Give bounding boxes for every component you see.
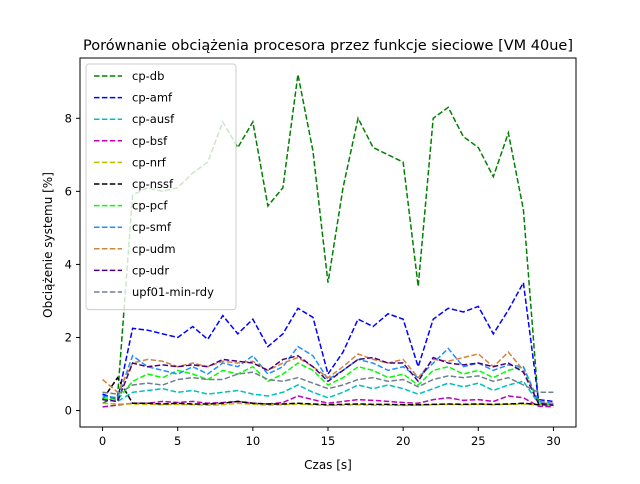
legend-label-cp-nssf: cp-nssf [132, 177, 174, 191]
series-line-upf01-min-rdy [102, 371, 554, 395]
legend-label-cp-udm: cp-udm [132, 242, 176, 256]
y-tick-label: 6 [65, 184, 72, 198]
x-tick-label: 15 [321, 434, 336, 448]
series-line-cp-smf [102, 345, 554, 404]
chart-title: Porównanie obciążenia procesora przez fu… [83, 38, 573, 54]
legend-label-cp-udr: cp-udr [132, 263, 169, 277]
y-tick-label: 4 [65, 257, 72, 271]
legend-label-cp-amf: cp-amf [132, 91, 173, 105]
x-tick-label: 5 [174, 434, 181, 448]
legend-label-cp-db: cp-db [132, 69, 164, 83]
series-line-cp-nrf [102, 402, 554, 407]
y-tick-label: 2 [65, 330, 72, 344]
series-line-cp-bsf [102, 395, 554, 408]
x-axis-label: Czas [s] [304, 458, 352, 472]
x-tick-label: 10 [246, 434, 261, 448]
legend-label-cp-pcf: cp-pcf [132, 199, 168, 213]
series-line-cp-amf [102, 280, 554, 403]
y-tick-label: 8 [65, 111, 72, 125]
legend-box [85, 63, 237, 311]
series-line-cp-pcf [102, 362, 554, 406]
plot-area [79, 57, 577, 428]
x-tick-label: 0 [99, 434, 106, 448]
x-tick-label: 20 [396, 434, 411, 448]
x-axis-ticks: 0 5 10 15 20 25 30 [99, 427, 561, 448]
legend-label-cp-bsf: cp-bsf [132, 134, 168, 148]
legend-label-upf01-min-rdy: upf01-min-rdy [132, 285, 214, 299]
series-line-cp-udm [102, 350, 554, 404]
legend-label-cp-smf: cp-smf [132, 220, 172, 234]
x-tick-label: 25 [471, 434, 486, 448]
x-tick-label: 30 [546, 434, 561, 448]
y-tick-label: 0 [65, 404, 72, 418]
y-axis-ticks: 0 2 4 6 8 [65, 111, 80, 418]
legend: cp-db cp-amf cp-ausf cp-bsf cp-nrf cp-nssf cp-… [85, 63, 237, 311]
legend-label-cp-ausf: cp-ausf [132, 112, 175, 126]
legend-label-cp-nrf: cp-nrf [132, 155, 167, 169]
series-line-cp-udr [102, 354, 554, 406]
y-axis-label: Obciążenie systemu [%] [41, 172, 55, 318]
